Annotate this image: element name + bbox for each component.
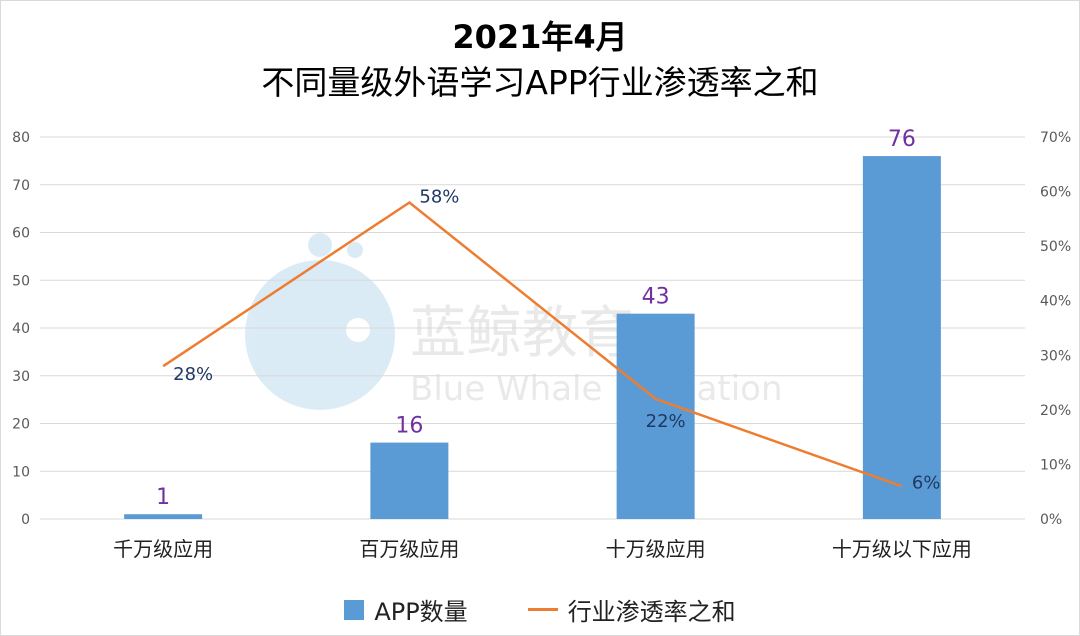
line-data-label: 22% — [646, 411, 686, 432]
line-data-label: 28% — [173, 364, 213, 385]
x-tick-label: 千万级应用 — [113, 537, 213, 561]
bar — [862, 156, 941, 519]
legend-line-swatch — [527, 608, 558, 611]
legend-item-bar: APP数量 — [344, 592, 468, 627]
bar-data-label: 76 — [888, 127, 916, 152]
bar — [124, 514, 203, 519]
y-right-tick-label: 70% — [1040, 130, 1071, 146]
y-left-tick-label: 20 — [12, 417, 30, 433]
y-left-tick-label: 40 — [12, 321, 30, 337]
x-tick-label: 百万级应用 — [359, 537, 459, 561]
y-left-tick-label: 50 — [12, 273, 30, 289]
y-right-tick-label: 40% — [1040, 294, 1071, 310]
y-left-tick-label: 0 — [21, 512, 30, 528]
watermark-whale-icon — [245, 260, 395, 410]
chart-subtitle: 不同量级外语学习APP行业渗透率之和 — [261, 63, 819, 102]
legend-label: APP数量 — [374, 598, 468, 626]
x-tick-label: 十万级以下应用 — [832, 537, 972, 561]
y-right-tick-label: 30% — [1040, 348, 1071, 364]
y-left-tick-label: 10 — [12, 464, 30, 480]
x-tick-label: 十万级应用 — [606, 537, 706, 561]
y-right-tick-label: 50% — [1040, 239, 1071, 255]
line-series — [162, 200, 903, 488]
y-left-tick-label: 60 — [12, 226, 30, 242]
bar-data-label: 1 — [156, 485, 170, 510]
y-right-tick-label: 60% — [1040, 185, 1071, 201]
legend: APP数量 行业渗透率之和 — [0, 592, 1080, 627]
watermark-cn: 蓝鲸教育 — [410, 301, 634, 366]
y-right-tick-label: 10% — [1040, 457, 1071, 473]
legend-label: 行业渗透率之和 — [567, 598, 736, 626]
watermark-eye-icon — [346, 318, 370, 342]
line-data-label: 58% — [419, 186, 459, 207]
y-right-tick-label: 0% — [1040, 512, 1062, 528]
bar — [370, 442, 449, 519]
y-left-tick-label: 30 — [12, 369, 30, 385]
bar-data-label: 43 — [642, 285, 670, 310]
legend-item-line: 行业渗透率之和 — [527, 592, 736, 627]
line-data-label: 6% — [912, 472, 941, 493]
watermark-en: Blue Whale Education — [410, 369, 783, 409]
y-left-tick-label: 70 — [12, 178, 30, 194]
bar-data-label: 16 — [395, 414, 423, 439]
y-right-tick-label: 20% — [1040, 403, 1071, 419]
watermark-spout-icon — [308, 233, 332, 257]
chart-title: 2021年4月 — [452, 18, 628, 56]
bar — [616, 313, 695, 519]
watermark-spout-icon — [347, 242, 363, 258]
y-left-tick-label: 80 — [12, 130, 30, 146]
legend-bar-swatch — [344, 599, 365, 620]
